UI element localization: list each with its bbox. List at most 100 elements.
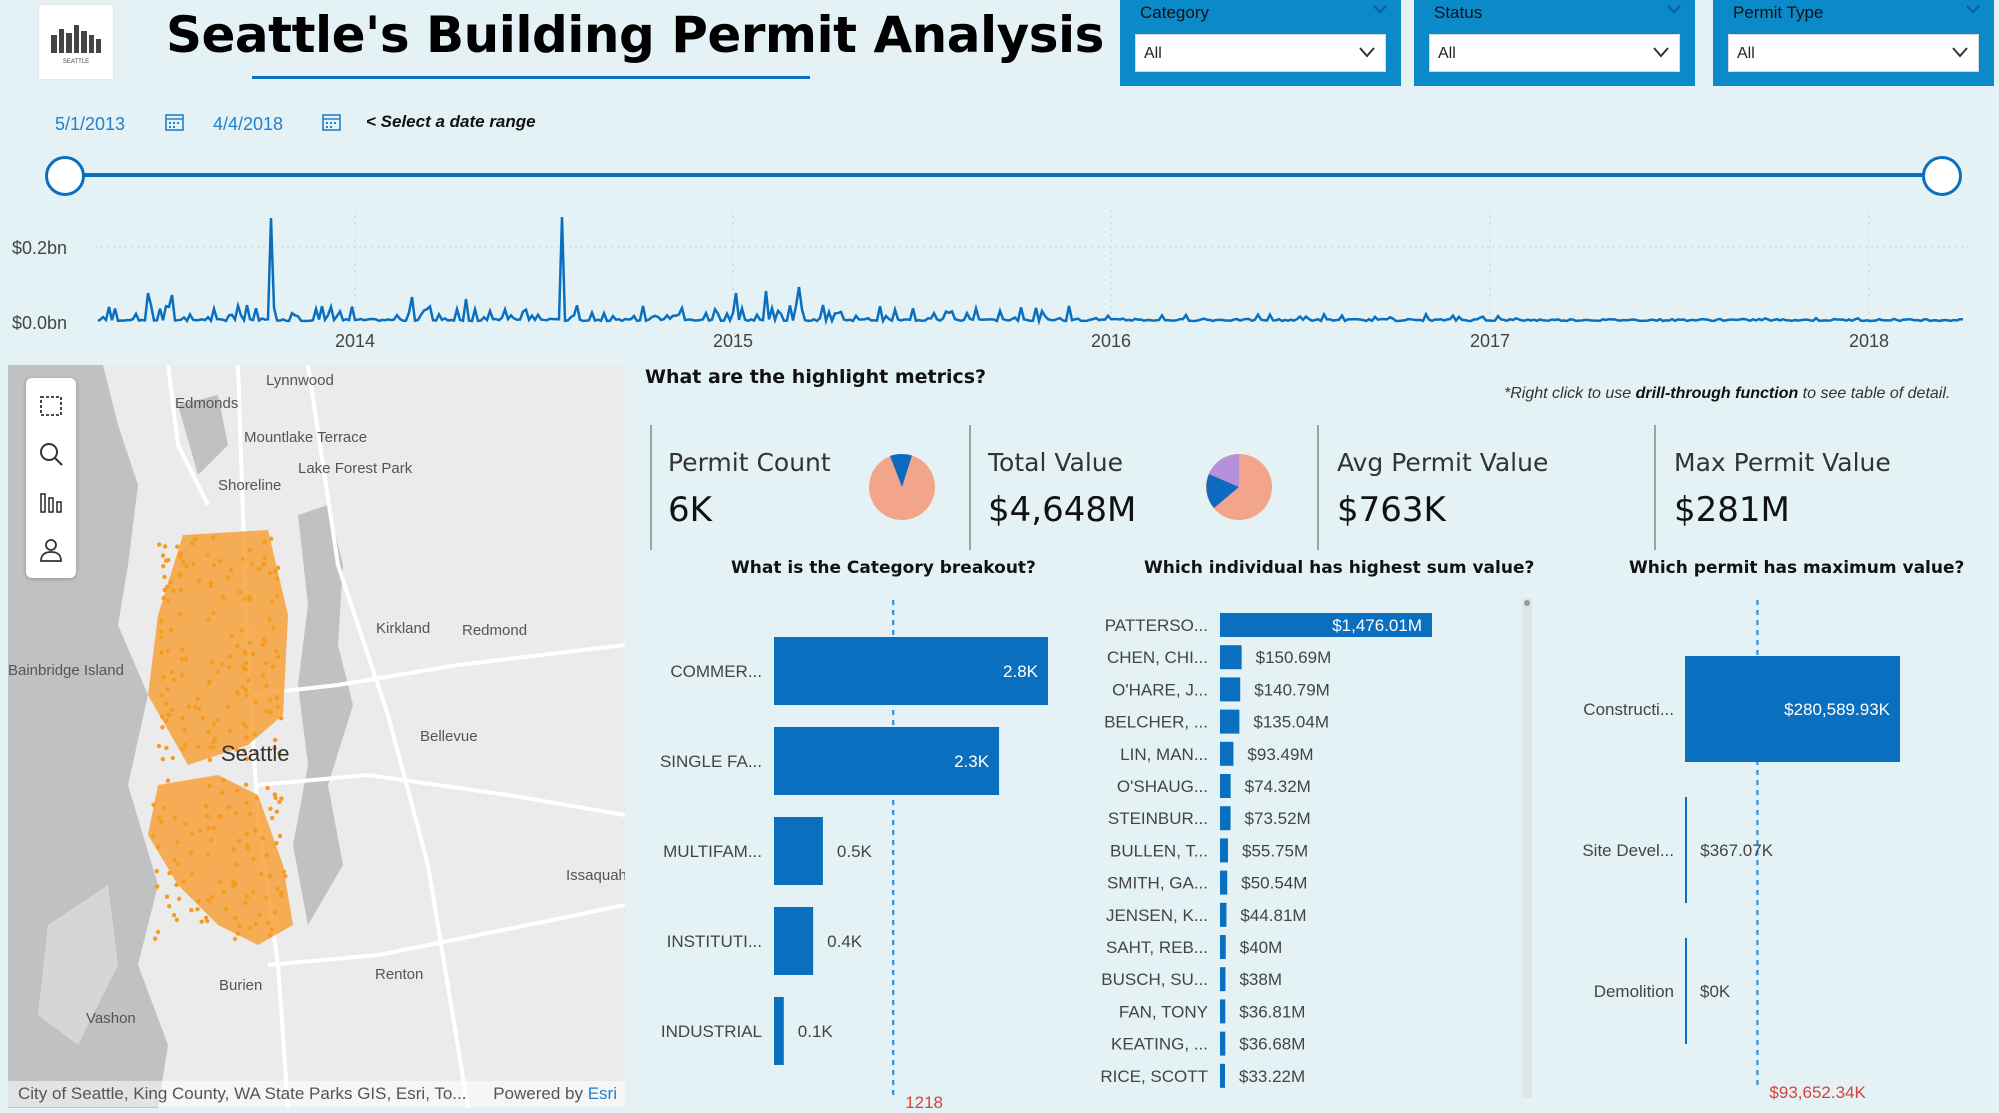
permit-dot <box>217 880 223 885</box>
permit-dot <box>211 745 216 750</box>
individual-bar-chart[interactable]: PATTERSO... $1,476.01M CHEN, CHI... $150.69… <box>1090 600 1530 1100</box>
category-label: CHEN, CHI... <box>1107 648 1208 667</box>
permit-dot <box>277 750 282 756</box>
bar[interactable] <box>1220 935 1226 959</box>
calendar-icon[interactable] <box>164 112 186 132</box>
permit-dot <box>244 894 250 899</box>
permit-dot <box>197 828 203 833</box>
permit-dot <box>226 704 231 710</box>
category-bar-chart[interactable]: 1218 COMMER... 2.8K SINGLE FA... 2.3K MULTIFA… <box>650 590 1080 1110</box>
bar[interactable] <box>1220 902 1227 927</box>
permit-dot <box>263 640 268 645</box>
permit-dot <box>243 782 249 787</box>
start-date-input[interactable]: 5/1/2013 <box>55 106 185 142</box>
data-label: $93.49M <box>1247 745 1313 764</box>
data-label: 0.4K <box>827 932 863 951</box>
permit-dot <box>169 669 174 674</box>
category-label: SAHT, REB... <box>1106 938 1208 957</box>
permit-dot <box>253 749 259 755</box>
permit-dot <box>279 796 284 801</box>
permit-dot <box>170 755 175 761</box>
permit-dot <box>207 783 212 789</box>
bar[interactable] <box>1220 1031 1226 1056</box>
bar[interactable] <box>1220 838 1229 863</box>
scrollbar-thumb[interactable] <box>1524 600 1530 606</box>
permit-dot <box>275 886 280 891</box>
bar[interactable] <box>1220 709 1240 734</box>
map-toolbar <box>26 378 76 578</box>
collapse-chevron-icon[interactable] <box>1371 2 1389 16</box>
bar[interactable] <box>1220 774 1231 798</box>
permit-dot <box>226 805 232 810</box>
permit-dot <box>281 869 287 874</box>
esri-link[interactable]: Esri <box>587 1084 617 1103</box>
collapse-chevron-icon[interactable] <box>1665 2 1683 16</box>
permit-dot <box>247 597 253 602</box>
permit-dot <box>277 799 282 805</box>
permit-dot <box>197 707 202 712</box>
permit-bar-chart[interactable]: $93,652.34K Constructi... $280,589.93K Site… <box>1560 590 1990 1110</box>
metrics-heading: What are the highlight metrics? <box>645 366 987 388</box>
calendar-icon[interactable] <box>321 112 343 132</box>
bar[interactable] <box>1220 741 1234 766</box>
person-icon[interactable] <box>37 536 65 564</box>
bar[interactable] <box>1220 999 1226 1024</box>
bar[interactable] <box>1220 967 1226 992</box>
chevron-down-icon <box>1952 47 1968 58</box>
permit-dot <box>160 757 166 762</box>
permit-dot <box>178 587 184 593</box>
permit-type-dropdown[interactable]: All <box>1728 34 1979 72</box>
total-value-pie[interactable] <box>1204 452 1274 522</box>
permit-dot <box>260 673 266 678</box>
permit-dot <box>211 740 216 745</box>
map-label: Lake Forest Park <box>298 460 413 477</box>
x-tick-label: 2015 <box>713 331 753 350</box>
permit-dot <box>196 744 201 749</box>
permit-dot <box>239 628 244 633</box>
bar[interactable] <box>774 637 1048 705</box>
permit-dot <box>273 648 279 654</box>
date-range-track[interactable] <box>64 173 1944 177</box>
bar[interactable] <box>1220 1063 1225 1088</box>
pie-slice <box>1209 454 1239 487</box>
scrollbar-track[interactable] <box>1522 598 1532 1098</box>
permit-dot <box>158 618 164 623</box>
permit-dot <box>272 737 278 743</box>
bar[interactable] <box>774 727 1000 795</box>
bar[interactable] <box>1220 613 1432 637</box>
map-label: Bellevue <box>420 728 478 745</box>
chevron-down-icon <box>1359 47 1375 58</box>
data-label: 2.8K <box>1003 662 1039 681</box>
range-start-handle[interactable] <box>45 156 85 196</box>
category-dropdown[interactable]: All <box>1135 34 1386 72</box>
x-tick-label: 2014 <box>335 331 375 350</box>
bar[interactable] <box>774 907 814 975</box>
end-date-input[interactable]: 4/4/2018 <box>213 106 333 142</box>
drill-note-prefix: *Right click to use <box>1504 385 1636 402</box>
rectangle-select-icon[interactable] <box>37 392 65 420</box>
bar[interactable] <box>1686 656 1900 762</box>
permit-dot <box>218 813 224 819</box>
bar[interactable] <box>774 817 823 885</box>
bar[interactable] <box>1220 806 1231 831</box>
permit-dot <box>241 748 247 753</box>
permit-dot <box>270 815 275 821</box>
permit-count-pie[interactable] <box>867 452 937 522</box>
search-icon[interactable] <box>37 440 65 468</box>
permit-dot <box>233 915 238 921</box>
bar[interactable] <box>1220 870 1228 895</box>
map-credit: City of Seattle, King County, WA State P… <box>18 1084 467 1103</box>
permit-dot <box>244 800 249 805</box>
permit-dot <box>171 677 176 682</box>
x-tick-label: 2017 <box>1470 331 1510 350</box>
permit-map[interactable]: Lynnwood Edmonds Mountlake Terrace Lake … <box>8 365 625 1108</box>
status-dropdown[interactable]: All <box>1429 34 1680 72</box>
bar[interactable] <box>1220 677 1241 702</box>
range-end-handle[interactable] <box>1922 156 1962 196</box>
collapse-chevron-icon[interactable] <box>1964 2 1982 16</box>
bar[interactable] <box>1220 645 1242 670</box>
permit-dot <box>244 756 250 762</box>
bar[interactable] <box>774 997 784 1065</box>
bar-chart-icon[interactable] <box>37 488 65 516</box>
logo-text: SEATTLE <box>63 59 89 65</box>
